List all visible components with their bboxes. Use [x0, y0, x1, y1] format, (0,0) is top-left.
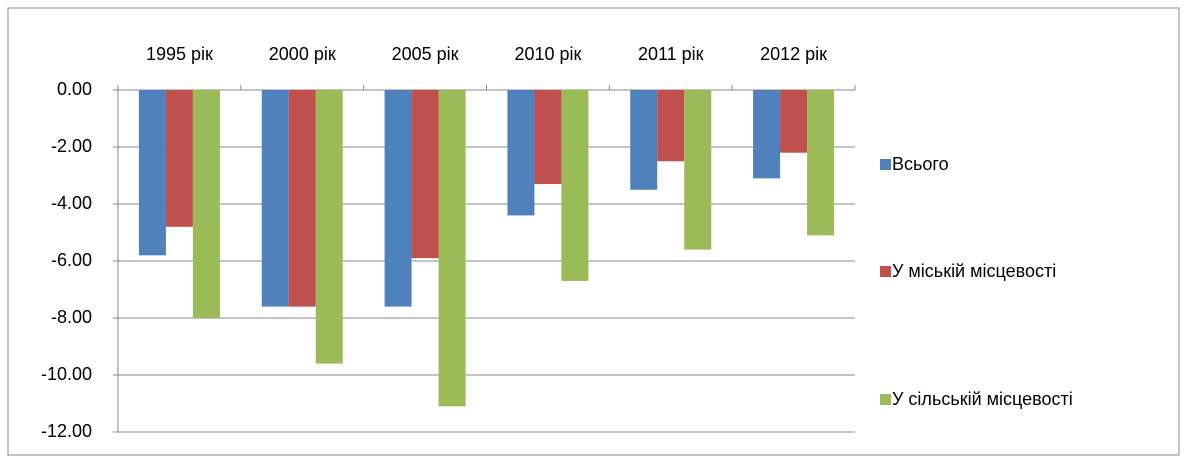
- y-tick-label: -12.00: [41, 421, 92, 441]
- x-tick-label: 2000 рік: [269, 44, 336, 64]
- legend-swatch: [880, 266, 891, 277]
- bar: [315, 90, 343, 364]
- bar: [780, 90, 808, 153]
- bar: [534, 90, 562, 185]
- legend-label: Всього: [892, 154, 949, 174]
- bar: [384, 90, 412, 307]
- bar: [261, 90, 289, 307]
- x-tick-label: 2012 рік: [760, 44, 827, 64]
- x-tick-label: 2005 рік: [392, 44, 459, 64]
- y-tick-label: -4.00: [51, 193, 92, 213]
- bar: [657, 90, 685, 162]
- x-tick-label: 2011 рік: [638, 44, 704, 64]
- bar: [288, 90, 316, 307]
- legend-label: У міській місцевості: [892, 261, 1056, 281]
- legend-swatch: [880, 159, 891, 170]
- y-tick-label: -6.00: [51, 250, 92, 270]
- x-tick-label: 1995 рік: [146, 44, 213, 64]
- bar: [561, 90, 589, 281]
- x-tick-label: 2010 рік: [514, 44, 581, 64]
- bar: [684, 90, 712, 250]
- bar: [411, 90, 439, 259]
- bar: [753, 90, 781, 179]
- bar: [192, 90, 220, 318]
- legend-label: У сільській місцевості: [892, 389, 1073, 409]
- bar: [438, 90, 466, 407]
- bar: [807, 90, 835, 236]
- y-tick-label: -2.00: [51, 136, 92, 156]
- y-tick-label: 0.00: [57, 79, 92, 99]
- bar: [165, 90, 193, 227]
- y-tick-label: -8.00: [51, 307, 92, 327]
- y-tick-label: -10.00: [41, 364, 92, 384]
- bar: [630, 90, 658, 190]
- bar: [507, 90, 535, 216]
- bar: [138, 90, 166, 256]
- legend-swatch: [880, 394, 891, 405]
